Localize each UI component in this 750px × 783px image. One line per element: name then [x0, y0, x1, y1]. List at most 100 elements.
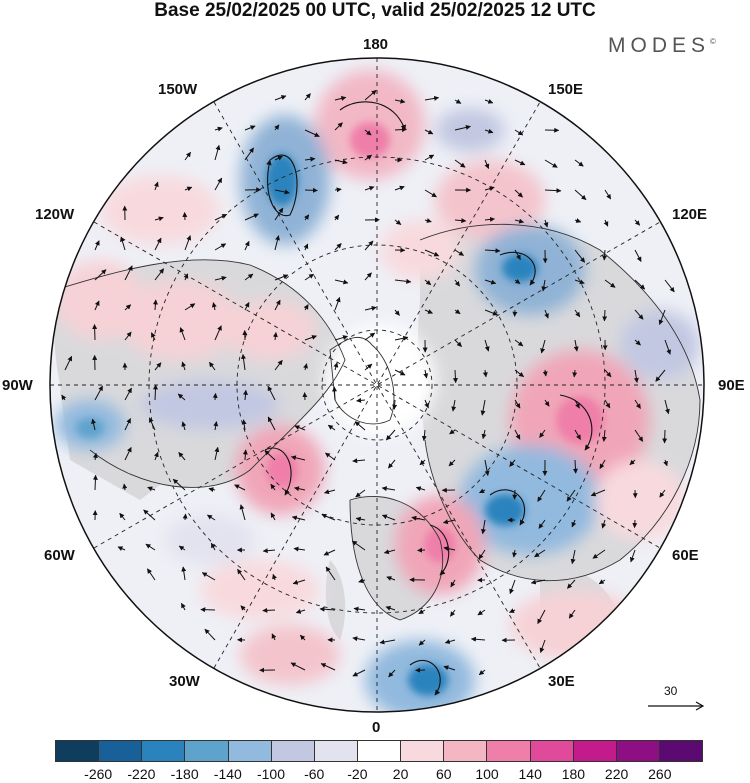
wind-arrow	[61, 394, 67, 401]
wind-arrow	[153, 181, 159, 191]
wind-arrow	[244, 240, 250, 251]
anomaly-field	[50, 58, 704, 712]
wind-arrow	[514, 159, 526, 166]
wind-arrow	[659, 489, 666, 498]
wind-arrow	[355, 489, 366, 498]
wind-arrow	[304, 273, 315, 281]
wind-arrow	[237, 568, 246, 581]
wind-arrow	[214, 177, 223, 191]
wind-arrow	[327, 424, 336, 431]
wind-arrow	[477, 609, 486, 616]
wind-arrow	[411, 515, 426, 521]
wind-arrow	[388, 459, 396, 469]
wind-arrow	[303, 243, 309, 251]
wind-arrow	[394, 98, 406, 104]
wind-arrow	[214, 126, 223, 132]
wind-arrow	[334, 159, 348, 165]
wind-arrow	[514, 218, 525, 224]
wind-arrow	[574, 399, 580, 409]
lon-label-90e: 90E	[718, 377, 745, 394]
wind-arrow	[212, 392, 218, 401]
wind-arrow	[214, 325, 222, 341]
wind-arrow	[574, 189, 587, 201]
wind-arrow	[291, 515, 306, 521]
wind-arrow	[304, 187, 318, 193]
wind-arrow	[119, 236, 126, 251]
wind-arrow	[604, 369, 612, 378]
wind-arrow	[394, 335, 409, 341]
wind-arrow	[574, 279, 585, 285]
wind-arrow	[150, 332, 156, 341]
wind-arrow	[299, 634, 306, 641]
wind-arrow	[443, 665, 456, 671]
wind-arrow	[184, 303, 196, 311]
wind-arrow	[92, 474, 98, 491]
wind-arrow	[177, 393, 186, 401]
wind-arrow	[590, 489, 606, 497]
wind-arrow	[364, 332, 376, 341]
wind-arrow	[394, 185, 405, 191]
wind-arrow	[274, 274, 289, 281]
wind-arrow	[479, 488, 486, 494]
wind-arrow	[334, 96, 347, 101]
wind-arrow	[381, 514, 396, 521]
colorbar-tick-label: -100	[256, 766, 286, 782]
wind-arrow	[418, 609, 426, 615]
wind-arrow	[270, 512, 276, 521]
wind-arrow	[152, 299, 158, 311]
wind-arrow	[664, 399, 670, 415]
wind-arrow	[632, 519, 638, 529]
wind-arrow	[451, 399, 457, 412]
wind-arrow	[364, 89, 377, 101]
colorbar-bin	[573, 740, 617, 762]
wind-arrow	[572, 369, 578, 378]
wind-arrow	[272, 332, 278, 341]
wind-arrow	[267, 385, 276, 401]
wind-arrow	[478, 549, 486, 560]
wind-arrow	[419, 459, 426, 466]
colorbar-tick-label: -140	[213, 766, 242, 782]
wind-arrow	[442, 519, 456, 525]
wind-arrow	[604, 399, 611, 409]
wind-arrow	[242, 389, 248, 401]
wind-arrow	[334, 214, 340, 221]
wind-arrow	[530, 579, 546, 585]
wind-arrow	[574, 159, 584, 167]
colorbar-bin	[659, 740, 704, 762]
wind-arrow	[629, 459, 636, 466]
colorbar-bin	[444, 740, 488, 762]
wind-arrow	[424, 399, 429, 409]
wind-arrow	[424, 249, 440, 257]
wind-arrow	[421, 429, 427, 441]
wind-arrow	[454, 98, 462, 104]
wind-arrow	[514, 339, 524, 347]
wind-arrow	[152, 384, 158, 401]
wind-arrow	[567, 579, 576, 589]
wind-arrow	[178, 452, 186, 461]
wind-arrow	[184, 186, 193, 192]
wind-arrow	[210, 542, 216, 551]
wind-arrow	[443, 546, 456, 551]
brand-text: MODES	[608, 34, 711, 57]
colorbar-bin	[55, 740, 100, 762]
wind-arrow	[602, 309, 608, 322]
wind-arrow	[184, 151, 192, 161]
wind-arrow	[424, 218, 432, 223]
wind-arrow	[364, 272, 372, 281]
wind-arrow	[234, 484, 246, 491]
wind-arrow	[634, 249, 642, 262]
modes-logo: MODES©	[608, 34, 716, 58]
wind-arrow	[320, 663, 336, 671]
wind-arrow	[91, 418, 96, 431]
colorbar-tick-label: 180	[561, 766, 586, 782]
wind-arrow	[352, 636, 366, 642]
wind-arrow	[244, 125, 256, 131]
wind-arrow	[574, 249, 586, 263]
wind-arrow	[484, 248, 501, 254]
colorbar-tick-labels: -260 -220 -180 -140 -100 -60 -20 20 60 100 140 180 2…	[55, 766, 703, 783]
wind-arrow	[598, 579, 606, 585]
wind-arrow	[333, 362, 339, 371]
wind-arrow	[634, 219, 641, 226]
wind-arrow	[449, 429, 456, 435]
wind-arrow	[293, 546, 306, 552]
